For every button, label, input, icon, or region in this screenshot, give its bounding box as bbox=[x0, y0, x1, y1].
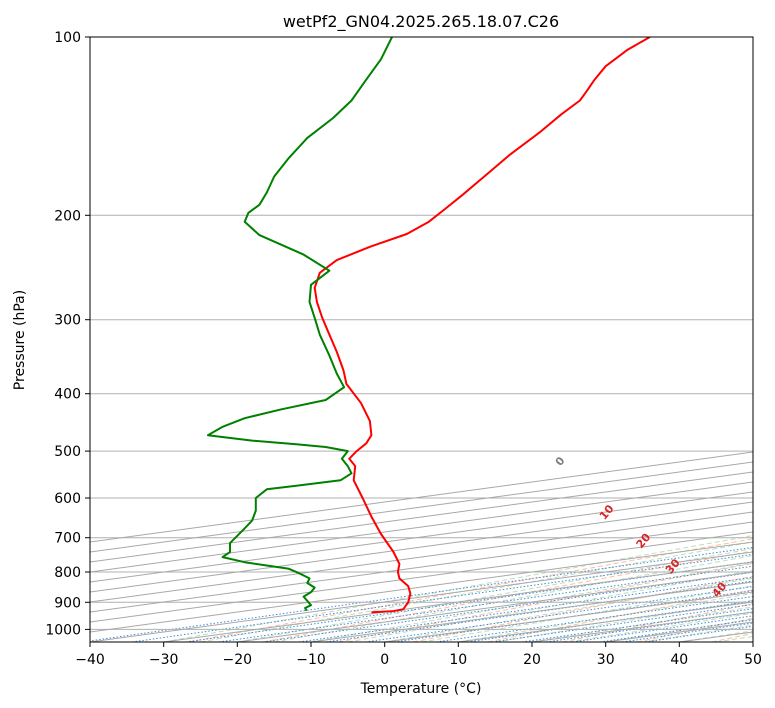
x-tick-label: 10 bbox=[449, 652, 467, 668]
x-tick-label: −20 bbox=[223, 652, 253, 668]
isotherm-gridline bbox=[752, 641, 753, 642]
chart-title: wetPf2_GN04.2025.265.18.07.C26 bbox=[283, 12, 559, 32]
y-axis-label: Pressure (hPa) bbox=[12, 290, 28, 390]
dewpoint-series-line bbox=[206, 37, 393, 612]
x-tick-label: 30 bbox=[597, 652, 615, 668]
y-tick-label: 500 bbox=[54, 444, 81, 460]
plot-frame bbox=[89, 36, 754, 643]
profile-series bbox=[206, 37, 651, 614]
moist-adiabat-line bbox=[237, 548, 753, 642]
x-tick-label: −30 bbox=[149, 652, 179, 668]
plot-background bbox=[90, 37, 753, 642]
mixing-ratio-line bbox=[365, 585, 753, 642]
isotherm-gridline bbox=[90, 461, 753, 553]
y-tick-label: 800 bbox=[54, 565, 81, 581]
y-axis: 100 200 300 400 500 600 700 800 900 1000 bbox=[45, 30, 90, 638]
moist-adiabat-line bbox=[163, 535, 753, 642]
y-tick-label: 1000 bbox=[45, 622, 81, 638]
x-tick-label: 20 bbox=[523, 652, 541, 668]
mixing-ratio-line bbox=[299, 576, 753, 642]
isotherm-gridline bbox=[90, 501, 753, 593]
moist-adiabat-line bbox=[458, 592, 753, 642]
moist-adiabat-line bbox=[421, 585, 753, 642]
moist-adiabats bbox=[163, 535, 753, 642]
x-tick-label: −40 bbox=[75, 652, 105, 668]
y-tick-label: 700 bbox=[54, 531, 81, 547]
y-tick-label: 100 bbox=[54, 30, 81, 46]
moist-adiabat-line bbox=[200, 541, 753, 642]
isotherm-gridline bbox=[90, 451, 753, 543]
y-tick-label: 900 bbox=[54, 595, 81, 611]
isotherm-gridline bbox=[90, 481, 753, 573]
temperature-series-line bbox=[313, 37, 651, 614]
y-tick-label: 300 bbox=[54, 313, 81, 329]
gridlines bbox=[90, 37, 753, 642]
isotherm-gridline bbox=[90, 531, 753, 623]
y-tick-label: 400 bbox=[54, 387, 81, 403]
isotherm-gridline bbox=[90, 521, 753, 613]
isotherm-gridline bbox=[90, 511, 753, 603]
mixing-ratio-line bbox=[90, 546, 753, 642]
x-axis-label: Temperature (°C) bbox=[360, 681, 482, 697]
y-tick-label: 600 bbox=[54, 491, 81, 507]
x-tick-label: −10 bbox=[296, 652, 326, 668]
isotherm-gridline bbox=[90, 471, 753, 563]
x-tick-label: 40 bbox=[670, 652, 688, 668]
x-tick-label: 0 bbox=[380, 652, 389, 668]
y-tick-label: 200 bbox=[54, 208, 81, 224]
x-axis: −40 −30 −20 −10 0 10 20 30 40 50 bbox=[75, 642, 762, 668]
moist-adiabat-line bbox=[347, 569, 753, 642]
x-tick-label: 50 bbox=[744, 652, 762, 668]
isotherm-gridline bbox=[90, 491, 753, 583]
